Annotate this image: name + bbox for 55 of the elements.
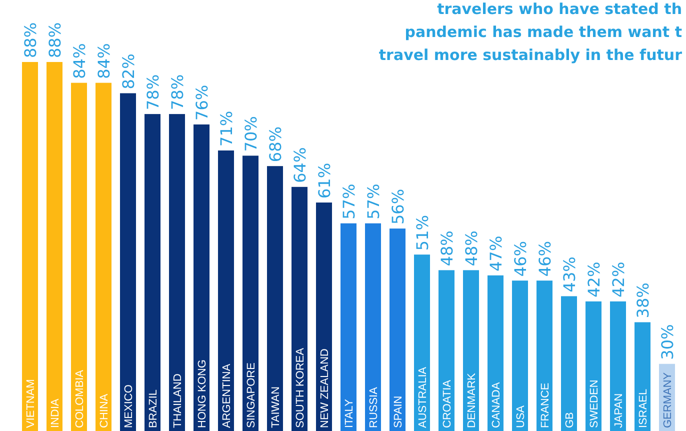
data-label: 82% [119, 54, 138, 90]
x-tick-label: SOUTH KOREA [294, 347, 306, 428]
x-tick-label: AUSTRALIA [417, 366, 429, 428]
data-label: 47% [486, 236, 506, 272]
data-label: 88% [46, 22, 64, 58]
x-tick-label: GB [564, 412, 576, 428]
x-tick-label: TAIWAN [270, 386, 282, 428]
data-label: 51% [413, 215, 432, 251]
data-label: 71% [217, 110, 236, 146]
data-label: 76% [192, 84, 212, 120]
x-tick-label: VIETNAM [25, 379, 37, 428]
data-label: 64% [290, 147, 310, 183]
data-label: 43% [560, 256, 579, 292]
x-tick-label: RUSSIA [368, 386, 380, 428]
x-tick-label: USA [515, 404, 527, 428]
data-label: 42% [584, 262, 604, 298]
data-label: 78% [168, 74, 187, 110]
x-tick-label: INDIA [50, 398, 62, 428]
data-label: 78% [144, 74, 162, 110]
data-label: 46% [511, 241, 530, 277]
data-label: 48% [438, 230, 456, 266]
x-tick-label: DENMARK [466, 372, 478, 428]
data-label: 61% [315, 162, 334, 199]
x-tick-label: CANADA [490, 381, 502, 428]
x-tick-label: MEXICO [123, 384, 135, 428]
x-tick-label: CROATIA [442, 379, 454, 428]
x-tick-label: CHINA [98, 393, 110, 428]
data-label: 68% [266, 126, 285, 162]
x-tick-label: SWEDEN [588, 380, 600, 428]
data-label: 48% [462, 230, 481, 266]
data-label: 38% [634, 282, 652, 318]
data-label: 57% [340, 184, 358, 220]
x-tick-label: ITALY [344, 398, 356, 428]
data-label: 57% [364, 184, 383, 220]
x-tick-label: GERMANY [662, 372, 674, 428]
x-tick-label: BRAZIL [148, 389, 160, 428]
x-tick-label: ARGENTINA [221, 363, 233, 428]
x-tick-label: SPAIN [392, 396, 404, 428]
x-tick-label: ISRAEL [638, 388, 650, 428]
data-label: 70% [242, 116, 260, 152]
x-tick-label: JAPAN [613, 393, 625, 428]
x-tick-label: COLOMBIA [74, 369, 86, 428]
x-tick-label: SINGAPORE [246, 362, 258, 428]
data-label: 30% [658, 324, 677, 360]
data-label: 88% [21, 22, 40, 58]
data-label: 42% [609, 262, 628, 298]
x-tick-label: FRANCE [540, 382, 552, 428]
data-label: 84% [70, 43, 89, 79]
data-label: 84% [94, 43, 114, 79]
data-label: 46% [536, 241, 554, 277]
x-tick-label: THAILAND [172, 374, 184, 428]
x-tick-label: NEW ZEALAND [319, 348, 331, 428]
data-label: 56% [388, 188, 408, 225]
x-tick-label: HONG KONG [196, 360, 208, 428]
chart-title: travelers who have stated th pandemic has made them want t travel more sustainably in the futur [378, 0, 683, 64]
